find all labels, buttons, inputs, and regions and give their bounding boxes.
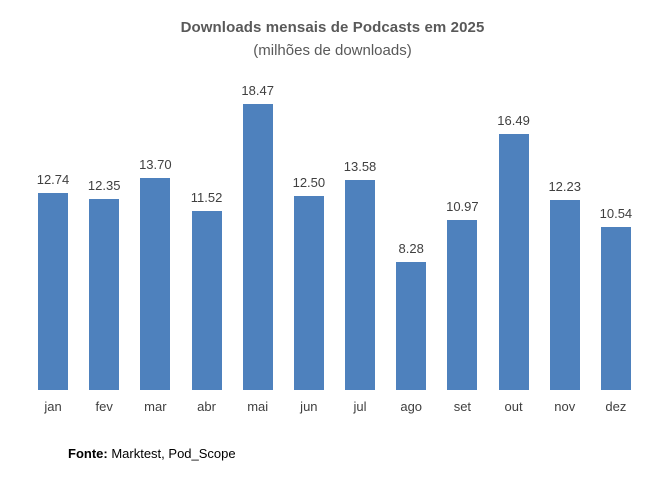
bar-value-label-jan: 12.74	[36, 171, 70, 187]
x-axis-tick-jan: jan	[44, 399, 62, 414]
bar-value-label-jun: 12.50	[292, 175, 326, 191]
bar-group-jul: 13.58 jul	[344, 80, 377, 415]
bar-value-label-out: 16.49	[497, 113, 530, 129]
bar-value-label-abr: 11.52	[190, 190, 223, 206]
bar-nov: 12.23	[548, 179, 581, 390]
bar-jul: 13.58	[344, 159, 376, 390]
x-axis-tick-set: set	[453, 399, 472, 414]
bar-group-nov: 12.23 nov	[548, 80, 581, 414]
bar-fev: 12.35	[88, 178, 120, 390]
bar-mar: 13.70	[139, 157, 172, 390]
bar-plot-area: 12.74 jan 12.35 fev 13.70 mar 11.52 abr 18.47 mai…	[37, 80, 633, 415]
bar-ago: 8.28	[396, 241, 427, 390]
bar-group-mai: 18.47 mai	[241, 80, 274, 414]
bar-value-label-jul: 13.58	[343, 158, 377, 174]
bar-group-dez: 10.54 dez	[600, 80, 633, 414]
x-axis-tick-mar: mar	[144, 399, 167, 414]
chart-title: Downloads mensais de Podcasts em 2025	[180, 19, 485, 36]
x-axis-tick-abr: abr	[197, 399, 216, 414]
bar-group-out: 16.49 out	[497, 80, 530, 414]
source-note-text: Marktest, Pod_Scope	[107, 446, 236, 461]
x-axis-tick-fev: fev	[95, 399, 113, 414]
x-axis-tick-mai: mai	[247, 399, 269, 414]
bar-group-jan: 12.74 jan	[37, 80, 70, 415]
x-axis-tick-jul: jul	[353, 399, 367, 414]
source-note-label: Fonte:	[68, 446, 108, 461]
bar-set: 10.97	[446, 199, 479, 390]
bar-group-fev: 12.35 fev	[88, 80, 121, 414]
bar-value-label-mai: 18.47	[241, 82, 274, 98]
bar-jun: 12.50	[293, 175, 325, 390]
bar-mai: 18.47	[241, 83, 274, 390]
bar-group-mar: 13.70 mar	[139, 80, 172, 414]
bar-group-ago: 8.28 ago	[396, 80, 427, 414]
bar-jan: 12.74	[37, 172, 69, 390]
bar-dez: 10.54	[600, 206, 632, 390]
bar-value-label-nov: 12.23	[548, 179, 581, 195]
x-axis-tick-nov: nov	[554, 399, 576, 414]
bar-value-label-mar: 13.70	[139, 156, 172, 172]
x-axis-tick-ago: ago	[400, 399, 423, 414]
bar-value-label-dez: 10.54	[599, 205, 633, 221]
bar-value-label-fev: 12.35	[87, 177, 121, 193]
bar-group-abr: 11.52 abr	[191, 80, 223, 414]
bar-value-label-ago: 8.28	[398, 240, 424, 256]
bar-group-set: 10.97 set	[446, 80, 479, 414]
source-note: Fonte: Marktest, Pod_Scope	[68, 446, 236, 461]
x-axis-tick-out: out	[504, 399, 523, 414]
bar-group-jun: 12.50 jun	[293, 80, 326, 414]
bar-value-label-set: 10.97	[446, 199, 479, 214]
x-axis-tick-dez: dez	[605, 399, 627, 414]
bar-abr: 11.52	[191, 190, 222, 390]
bar-out: 16.49	[497, 113, 530, 390]
x-axis-tick-jun: jun	[300, 399, 318, 414]
chart-subtitle: (milhões de downloads)	[253, 42, 412, 59]
